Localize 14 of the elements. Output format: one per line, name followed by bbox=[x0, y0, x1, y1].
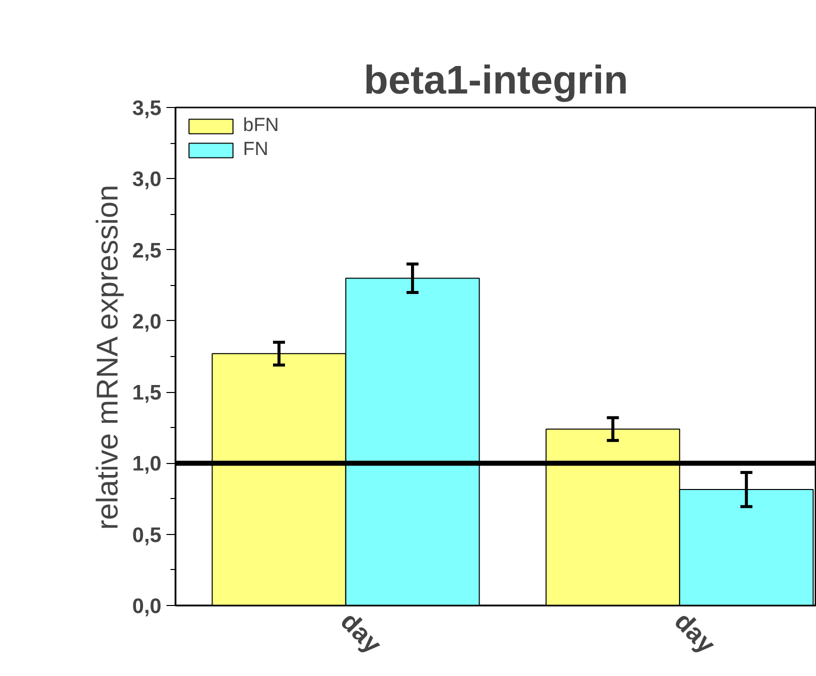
y-axis-title: relative mRNA expression bbox=[91, 184, 124, 530]
chart-title: beta1-integrin bbox=[364, 58, 628, 102]
y-tick-label: 0,0 bbox=[132, 595, 162, 618]
y-tick-label: 1,0 bbox=[132, 452, 162, 476]
y-tick-label: 0,5 bbox=[132, 524, 162, 547]
y-tick-label: 3,0 bbox=[132, 168, 162, 192]
x-tick-label: day bbox=[668, 606, 722, 660]
legend-label: FN bbox=[243, 139, 268, 161]
legend-label: bFN bbox=[243, 115, 279, 137]
y-tick-label: 3,5 bbox=[132, 97, 162, 120]
y-tick-label: 2,5 bbox=[132, 239, 162, 262]
x-tick-label: day bbox=[335, 606, 388, 660]
y-tick-label: 1,5 bbox=[132, 382, 162, 405]
y-tick-label: 2,0 bbox=[132, 310, 162, 334]
